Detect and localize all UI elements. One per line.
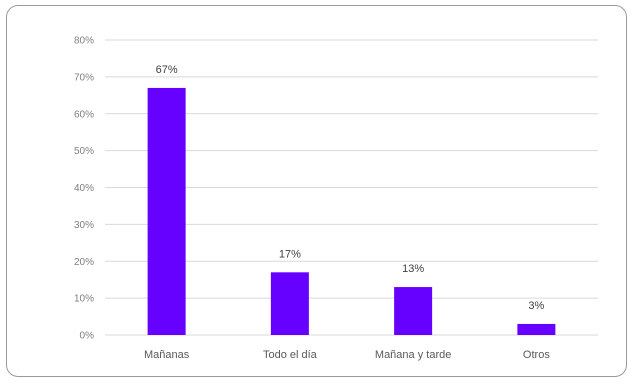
y-tick-label: 70% (74, 72, 94, 83)
data-label: 67% (156, 64, 178, 76)
y-tick-label: 0% (80, 331, 95, 342)
bar (517, 323, 556, 335)
category-label: Todo el día (263, 349, 318, 361)
category-label: Mañanas (144, 349, 190, 361)
y-tick-label: 10% (74, 294, 94, 305)
bar (394, 287, 433, 335)
category-label: Mañana y tarde (375, 349, 451, 361)
y-tick-label: 60% (74, 109, 94, 120)
data-label: 13% (402, 263, 424, 275)
data-label: 3% (528, 300, 544, 312)
category-label: Otros (523, 349, 550, 361)
y-tick-label: 40% (74, 183, 94, 194)
y-tick-label: 20% (74, 257, 94, 268)
bar (270, 272, 309, 335)
y-tick-label: 50% (74, 146, 94, 157)
data-label: 17% (279, 248, 301, 260)
chart-frame (6, 5, 627, 377)
bar (147, 87, 186, 335)
y-tick-label: 30% (74, 220, 94, 231)
y-tick-label: 80% (74, 36, 94, 47)
